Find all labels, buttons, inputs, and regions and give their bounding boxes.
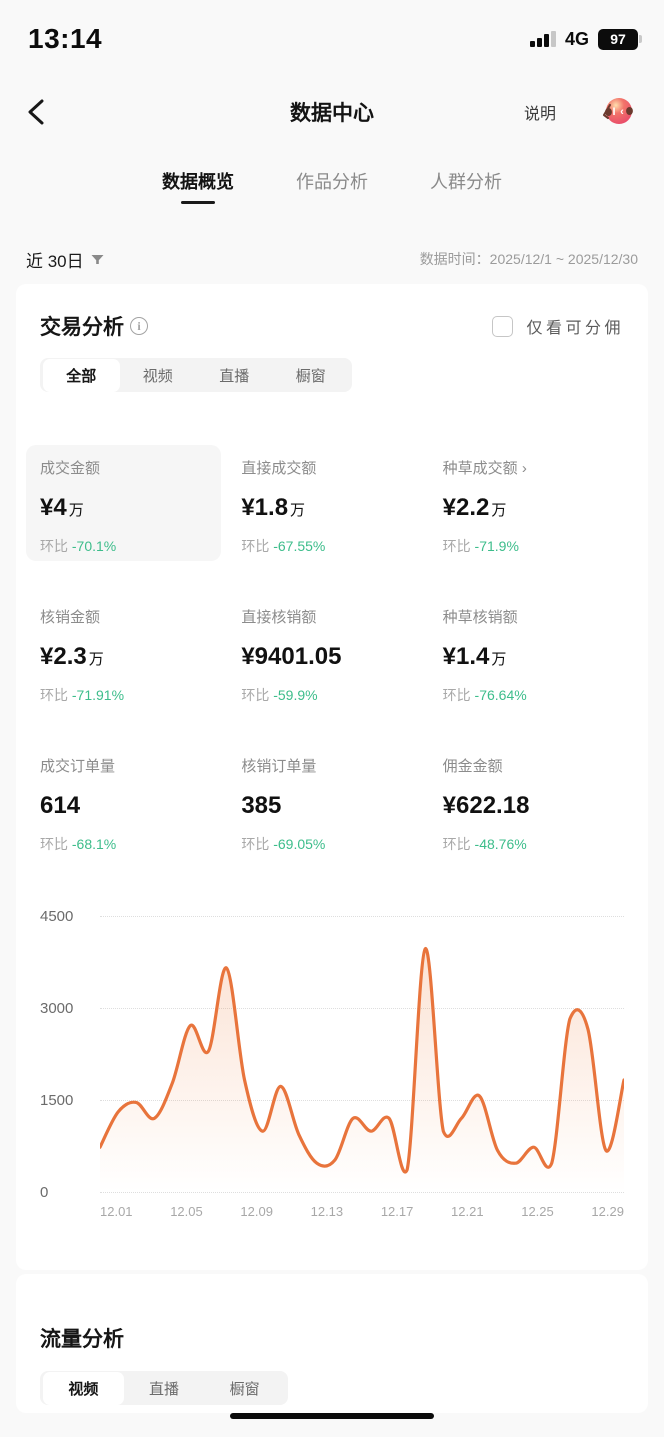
svg-text:‹: ‹ <box>620 106 624 118</box>
svg-text:I: I <box>612 106 615 118</box>
